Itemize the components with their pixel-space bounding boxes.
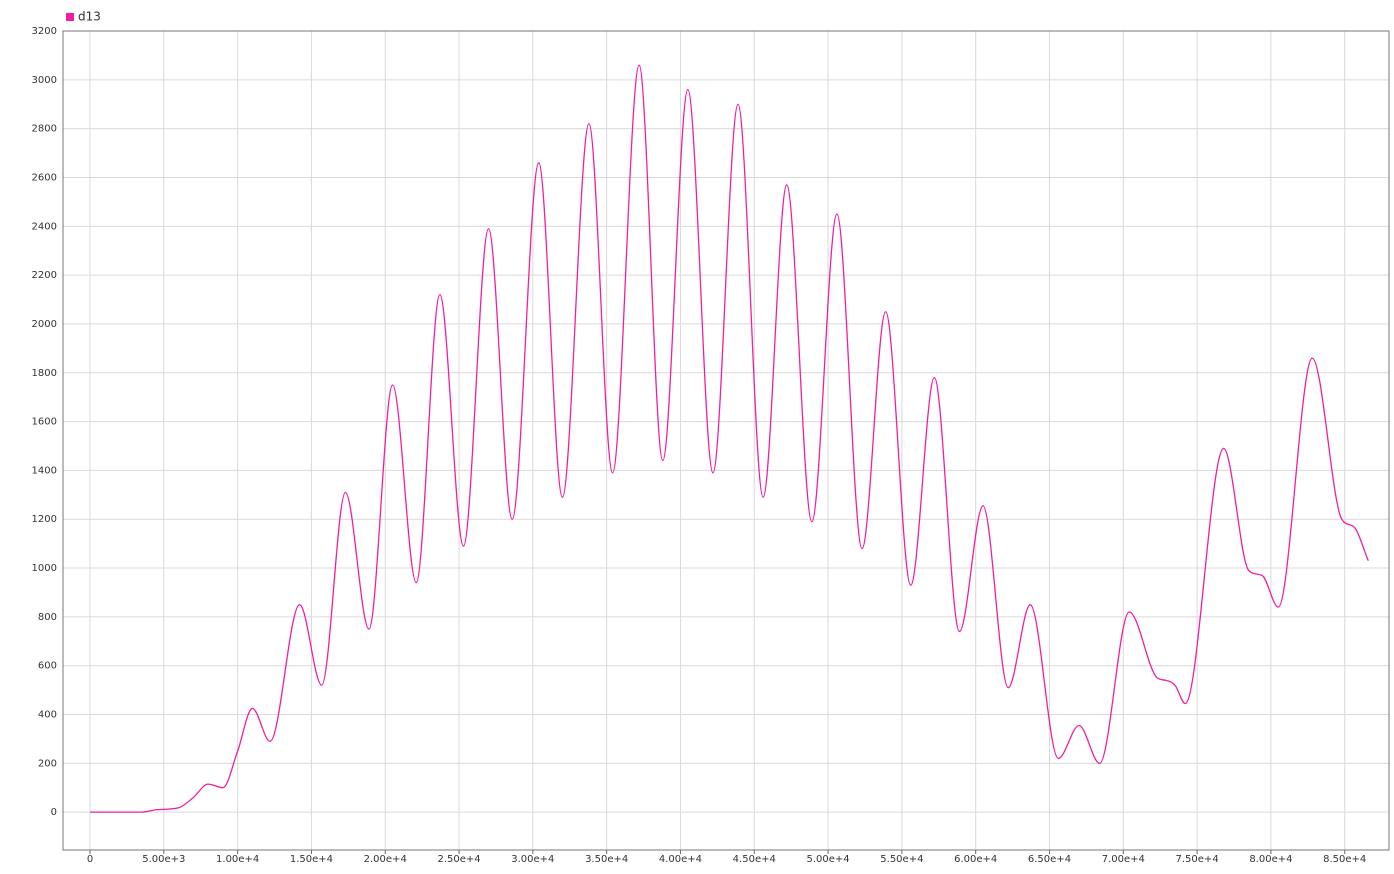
legend-label: d13 — [78, 10, 101, 24]
x-tick-label: 5.00e+4 — [806, 854, 849, 865]
y-tick-label: 2400 — [32, 221, 57, 232]
y-tick-label: 1000 — [32, 563, 57, 574]
y-tick-label: 600 — [38, 661, 57, 672]
x-tick-label: 4.00e+4 — [659, 854, 702, 865]
y-tick-label: 2600 — [32, 172, 57, 183]
y-tick-label: 2800 — [32, 124, 57, 135]
y-tick-label: 1600 — [32, 417, 57, 428]
x-tick-label: 4.50e+4 — [733, 854, 776, 865]
legend-swatch — [66, 13, 74, 21]
y-tick-label: 1400 — [32, 465, 57, 476]
x-tick-label: 8.00e+4 — [1249, 854, 1292, 865]
x-tick-label: 7.50e+4 — [1176, 854, 1219, 865]
y-tick-label: 400 — [38, 710, 57, 721]
x-tick-label: 1.00e+4 — [216, 854, 259, 865]
x-tick-label: 3.50e+4 — [585, 854, 628, 865]
plot-frame — [62, 30, 1390, 851]
x-tick-label: 3.00e+4 — [511, 854, 554, 865]
x-tick-label: 2.00e+4 — [364, 854, 407, 865]
x-tick-label: 1.50e+4 — [290, 854, 333, 865]
y-tick-label: 800 — [38, 612, 57, 623]
y-tick-label: 2000 — [32, 319, 57, 330]
x-tick-label: 5.50e+4 — [880, 854, 923, 865]
y-tick-label: 200 — [38, 758, 57, 769]
x-tick-label: 6.00e+4 — [954, 854, 997, 865]
x-tick-label: 5.00e+3 — [142, 854, 185, 865]
x-tick-label: 8.50e+4 — [1323, 854, 1366, 865]
y-tick-label: 1800 — [32, 368, 57, 379]
x-tick-label: 2.50e+4 — [437, 854, 480, 865]
data-line — [90, 64, 1369, 813]
y-tick-label: 3000 — [32, 75, 57, 86]
x-tick-label: 6.50e+4 — [1028, 854, 1071, 865]
y-tick-label: 2200 — [32, 270, 57, 281]
y-tick-label: 1200 — [32, 514, 57, 525]
y-tick-label: 3200 — [32, 26, 57, 37]
x-tick-label: 0 — [87, 854, 93, 865]
x-tick-label: 7.00e+4 — [1102, 854, 1145, 865]
y-tick-label: 0 — [51, 807, 57, 818]
